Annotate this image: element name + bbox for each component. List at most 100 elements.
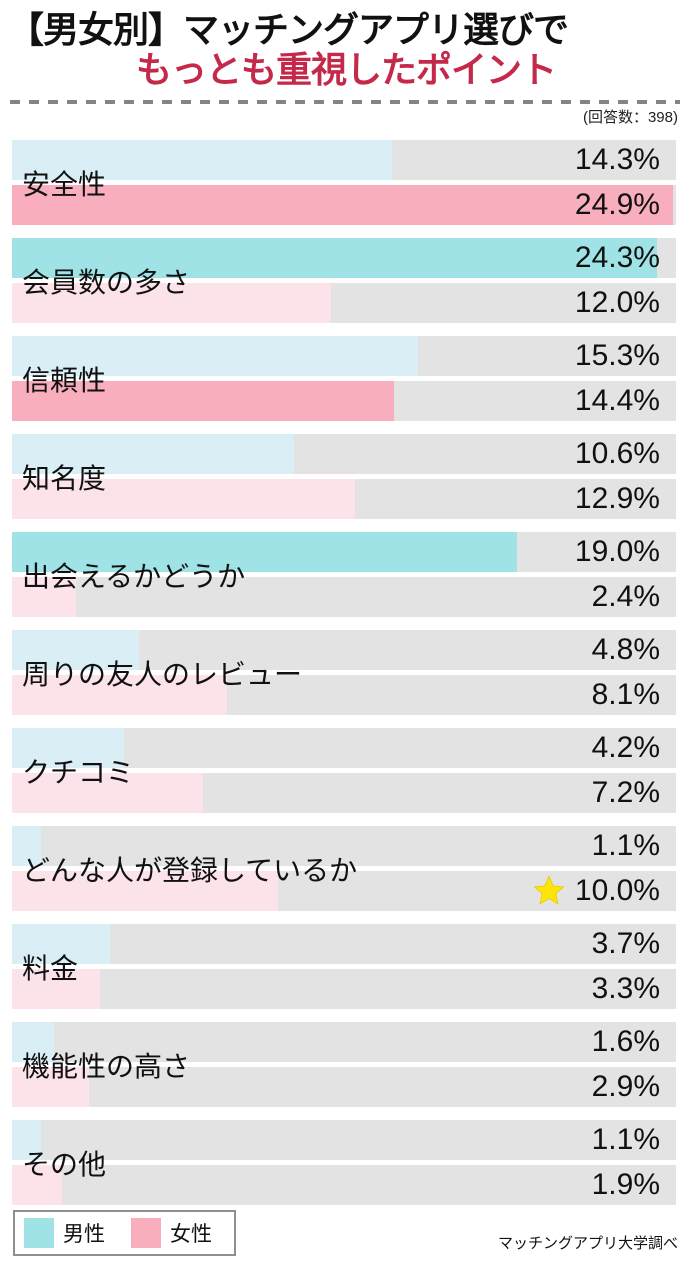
legend: 男性 女性 xyxy=(13,1210,236,1256)
value-label-male: 1.6% xyxy=(592,1025,660,1059)
bar-fill-male xyxy=(12,728,124,768)
bar-fill-male xyxy=(12,336,419,376)
value-text: 8.1% xyxy=(591,678,660,711)
value-label-male: 10.6% xyxy=(575,437,660,471)
category-label: 信頼性 xyxy=(22,364,107,396)
legend-label-female: 女性 xyxy=(170,1223,212,1246)
chart-row: 1.1% 1.9% その他 xyxy=(12,1120,676,1205)
bar-track-female: 8.1% xyxy=(12,675,676,715)
value-text: 24.9% xyxy=(574,188,660,221)
bar-fill-male xyxy=(12,140,392,180)
bar-track-female: 12.0% xyxy=(12,283,676,323)
value-text: 2.4% xyxy=(591,580,660,613)
bar-track-female: 24.9% xyxy=(12,185,676,225)
source-credit: マッチングアプリ大学調べ xyxy=(497,1235,678,1252)
category-label: 知名度 xyxy=(22,462,107,494)
bar-fill-female xyxy=(12,1165,63,1205)
value-text: 1.1% xyxy=(591,829,660,862)
bar-track-male: 24.3% xyxy=(12,238,676,278)
bar-track-female: 2.4% xyxy=(12,577,676,617)
value-label-female: 1.9% xyxy=(592,1168,660,1202)
grouped-bar-chart: 14.3% 24.9% 安全性 24.3% 12.0% 会員数の多さ 15.3% 14.4% 信… xyxy=(0,140,690,1205)
bar-track-male: 15.3% xyxy=(12,336,676,376)
value-text: 10.0% xyxy=(574,874,660,907)
value-text: 1.6% xyxy=(591,1025,660,1058)
category-label: 周りの友人のレビュー xyxy=(22,658,303,690)
value-text: 7.2% xyxy=(591,776,660,809)
male-color-swatch xyxy=(24,1218,54,1248)
chart-row: 19.0% 2.4% 出会えるかどうか xyxy=(12,532,676,617)
value-text: 3.3% xyxy=(591,972,660,1005)
chart-row: 4.8% 8.1% 周りの友人のレビュー xyxy=(12,630,676,715)
bar-track-male: 10.6% xyxy=(12,434,676,474)
bar-fill-female xyxy=(12,185,674,225)
bar-track-male: 14.3% xyxy=(12,140,676,180)
value-label-male: 1.1% xyxy=(592,1123,660,1157)
bar-track-male: 1.6% xyxy=(12,1022,676,1062)
category-label: 機能性の高さ xyxy=(22,1050,191,1082)
value-label-male: 15.3% xyxy=(575,339,660,373)
category-label: 安全性 xyxy=(22,168,107,200)
value-label-female: 14.4% xyxy=(575,384,660,418)
bar-fill-male xyxy=(12,826,42,866)
bar-fill-male xyxy=(12,434,294,474)
value-label-male: 4.8% xyxy=(592,633,660,667)
chart-row: 3.7% 3.3% 料金 xyxy=(12,924,676,1009)
chart-row: 4.2% 7.2% クチコミ xyxy=(12,728,676,813)
value-label-male: 24.3% xyxy=(575,241,660,275)
value-text: 15.3% xyxy=(574,339,660,372)
category-label: クチコミ xyxy=(22,756,135,788)
value-label-female: 2.4% xyxy=(592,580,660,614)
bar-fill-female xyxy=(12,479,355,519)
page-title-line1: 【男女別】マッチングアプリ選びで xyxy=(8,9,569,50)
value-label-female: 10.0% xyxy=(532,874,660,908)
bar-track-female: 3.3% xyxy=(12,969,676,1009)
bar-track-male: 1.1% xyxy=(12,826,676,866)
chart-row: 1.1% 10.0% どんな人が登録しているか xyxy=(12,826,676,911)
bar-fill-female xyxy=(12,675,228,715)
bar-track-female: 14.4% xyxy=(12,381,676,421)
dashed-divider xyxy=(10,100,680,104)
header: 【男女別】マッチングアプリ選びで もっとも重視したポイント xyxy=(0,0,690,90)
value-text: 4.2% xyxy=(591,731,660,764)
category-label: 料金 xyxy=(22,952,79,984)
value-label-male: 14.3% xyxy=(575,143,660,177)
value-label-female: 3.3% xyxy=(592,972,660,1006)
value-text: 1.9% xyxy=(591,1168,660,1201)
value-text: 10.6% xyxy=(574,437,660,470)
legend-item-male: 男性 xyxy=(24,1218,105,1248)
value-text: 12.0% xyxy=(574,286,660,319)
bar-track-male: 4.2% xyxy=(12,728,676,768)
value-text: 12.9% xyxy=(574,482,660,515)
value-text: 24.3% xyxy=(574,241,660,274)
bar-fill-female xyxy=(12,871,278,911)
value-text: 19.0% xyxy=(574,535,660,568)
star-icon xyxy=(532,874,566,908)
category-label: 出会えるかどうか xyxy=(22,560,246,592)
value-text: 14.4% xyxy=(574,384,660,417)
bar-fill-female xyxy=(12,577,76,617)
value-label-male: 3.7% xyxy=(592,927,660,961)
category-label: その他 xyxy=(22,1148,107,1180)
bar-fill-male xyxy=(12,924,111,964)
bar-fill-male xyxy=(12,630,140,670)
value-label-female: 24.9% xyxy=(575,188,660,222)
value-label-male: 4.2% xyxy=(592,731,660,765)
bar-track-male: 19.0% xyxy=(12,532,676,572)
bar-fill-male xyxy=(12,532,517,572)
bar-fill-female xyxy=(12,381,395,421)
value-text: 3.7% xyxy=(591,927,660,960)
female-color-swatch xyxy=(131,1218,161,1248)
value-label-male: 19.0% xyxy=(575,535,660,569)
bar-track-female: 1.9% xyxy=(12,1165,676,1205)
bar-fill-male xyxy=(12,238,658,278)
value-label-female: 2.9% xyxy=(592,1070,660,1104)
bar-fill-female xyxy=(12,969,100,1009)
value-label-male: 1.1% xyxy=(592,829,660,863)
bar-track-female: 7.2% xyxy=(12,773,676,813)
value-label-female: 7.2% xyxy=(592,776,660,810)
value-label-female: 12.0% xyxy=(575,286,660,320)
respondent-count: (回答数：398) xyxy=(582,109,678,126)
bar-fill-male xyxy=(12,1022,55,1062)
bar-track-female: 10.0% xyxy=(12,871,676,911)
